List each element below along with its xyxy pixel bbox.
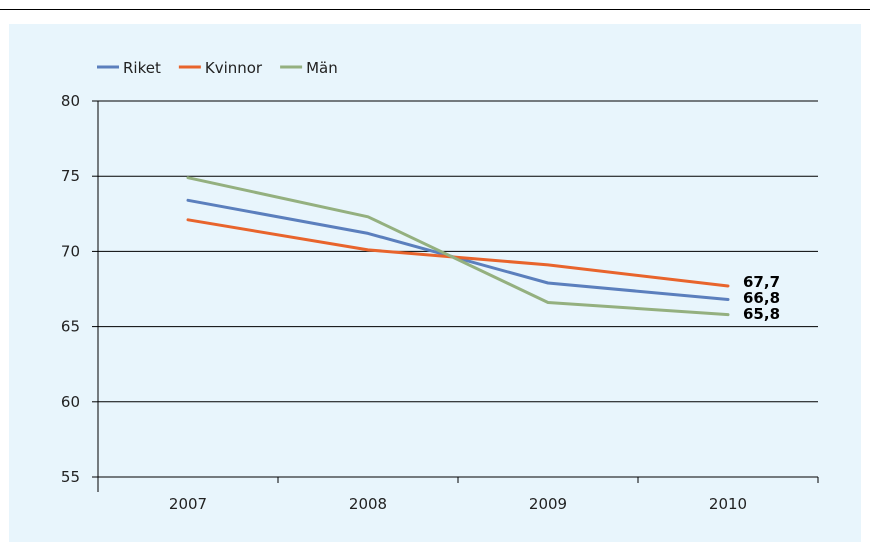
x-tick-label-2010: 2010 — [709, 495, 747, 513]
series-line-män — [186, 176, 730, 317]
y-tick-label-75: 75 — [61, 167, 80, 185]
top-rule — [0, 9, 870, 10]
gridlines — [98, 100, 818, 403]
series-line-riket — [186, 198, 730, 301]
legend: Riket Kvinnor Män — [97, 59, 338, 77]
end-label-riket: 66,8 — [743, 289, 780, 307]
y-tick-labels: 55 60 65 70 75 80 — [61, 92, 80, 486]
end-label-kvinnor: 67,7 — [743, 273, 780, 291]
axes — [92, 100, 819, 492]
series-line-kvinnor — [186, 218, 730, 288]
y-tick-label-80: 80 — [61, 92, 80, 110]
series-lines — [186, 176, 730, 317]
x-tick-label-2008: 2008 — [349, 495, 387, 513]
y-tick-label-65: 65 — [61, 318, 80, 336]
x-tick-labels: 2007 2008 2009 2010 — [169, 495, 747, 513]
end-label-män: 65,8 — [743, 305, 780, 323]
x-tick-label-2009: 2009 — [529, 495, 567, 513]
x-tick-label-2007: 2007 — [169, 495, 207, 513]
chart-panel — [9, 24, 861, 542]
y-tick-label-70: 70 — [61, 242, 80, 260]
y-tick-label-60: 60 — [61, 393, 80, 411]
legend-label-män: Män — [306, 59, 338, 77]
legend-label-riket: Riket — [123, 59, 161, 77]
y-tick-label-55: 55 — [61, 468, 80, 486]
end-labels: 67,766,865,8 — [743, 273, 780, 323]
legend-label-kvinnor: Kvinnor — [205, 59, 263, 77]
